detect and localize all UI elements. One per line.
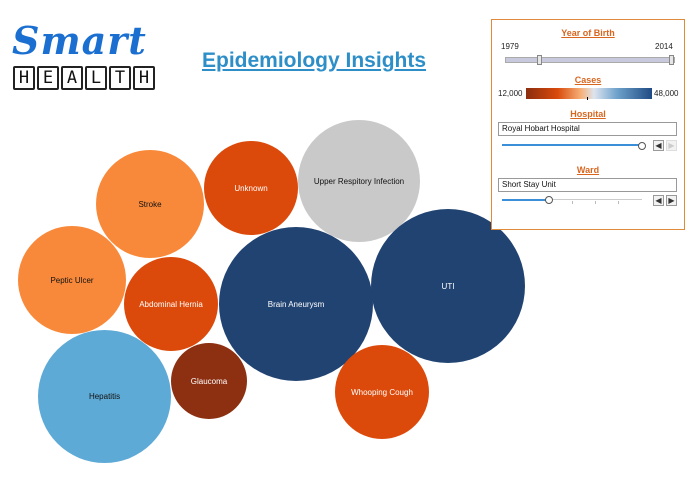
bubble-abdominal-hernia[interactable]: Abdominal Hernia <box>124 257 218 351</box>
bubble-label: UTI <box>441 281 455 291</box>
bubble-unknown[interactable]: Unknown <box>204 141 298 235</box>
hospital-slider[interactable] <box>502 144 642 146</box>
hospital-next-button[interactable]: ▶ <box>666 140 677 151</box>
bubble-label: Unknown <box>234 183 268 193</box>
hospital-slider-row: ◀ ▶ <box>492 140 686 154</box>
bubble-label: Glaucoma <box>190 376 228 386</box>
ward-prev-button[interactable]: ◀ <box>653 195 664 206</box>
bubble-stroke[interactable]: Stroke <box>96 150 204 258</box>
logo-letter: E <box>37 66 59 90</box>
bubble-label: Brain Aneurysm <box>267 299 325 309</box>
logo-letter: T <box>109 66 131 90</box>
year-range-slider[interactable] <box>505 55 675 65</box>
logo-letter: A <box>61 66 83 90</box>
ward-slider-tick <box>572 201 573 204</box>
year-range-max-handle[interactable] <box>669 55 674 65</box>
bubble-label: Whooping Cough <box>351 387 413 397</box>
hospital-slider-thumb[interactable] <box>638 142 646 150</box>
bubble-label: Hepatitis <box>88 392 121 401</box>
bubble-label: Stroke <box>138 199 162 209</box>
bubble-label: Upper Respitory Infection <box>313 176 405 186</box>
bubble-glaucoma[interactable]: Glaucoma <box>171 343 247 419</box>
cases-min-label: 12,000 <box>498 89 523 98</box>
ward-title: Ward <box>576 165 600 175</box>
logo-letter: H <box>133 66 155 90</box>
bubble-upper-respitory-infection[interactable]: Upper Respitory Infection <box>298 120 420 242</box>
bubble-hepatitis[interactable]: Hepatitis <box>38 330 171 463</box>
ward-slider-tick <box>618 201 619 204</box>
smart-health-logo: Smart H E A L T H <box>10 18 180 98</box>
ward-slider[interactable] <box>502 199 548 201</box>
filter-panel: Year of Birth 1979 2014 Cases 12,000 48,… <box>491 19 685 230</box>
bubble-peptic-ulcer[interactable]: Peptic Ulcer <box>18 226 126 334</box>
hospital-title: Hospital <box>570 109 606 119</box>
ward-slider-tick <box>595 201 596 204</box>
logo-letter: L <box>85 66 107 90</box>
logo-word: Smart <box>12 18 147 63</box>
ward-select[interactable]: Short Stay Unit <box>498 178 677 192</box>
year-of-birth-title: Year of Birth <box>561 28 615 38</box>
bubble-brain-aneurysm[interactable]: Brain Aneurysm <box>219 227 373 381</box>
cases-max-label: 48,000 <box>654 89 679 98</box>
bubble-label: Peptic Ulcer <box>50 275 94 285</box>
cases-color-legend[interactable] <box>526 88 652 100</box>
bubble-label: Abdominal Hernia <box>139 299 203 309</box>
ward-slider-rest <box>548 199 642 200</box>
year-min-label: 1979 <box>501 42 519 51</box>
ward-next-button[interactable]: ▶ <box>666 195 677 206</box>
ward-slider-row: ◀ ▶ <box>492 195 686 209</box>
logo-letters: H E A L T H <box>13 66 155 90</box>
logo-letter: H <box>13 66 35 90</box>
cases-title: Cases <box>574 75 602 85</box>
hospital-select[interactable]: Royal Hobart Hospital <box>498 122 677 136</box>
hospital-prev-button[interactable]: ◀ <box>653 140 664 151</box>
year-range-min-handle[interactable] <box>537 55 542 65</box>
cases-legend-marker <box>587 97 588 100</box>
ward-slider-thumb[interactable] <box>545 196 553 204</box>
bubble-whooping-cough[interactable]: Whooping Cough <box>335 345 429 439</box>
year-max-label: 2014 <box>655 42 673 51</box>
bubble-uti[interactable]: UTI <box>371 209 525 363</box>
page-title[interactable]: Epidemiology Insights <box>202 49 427 72</box>
